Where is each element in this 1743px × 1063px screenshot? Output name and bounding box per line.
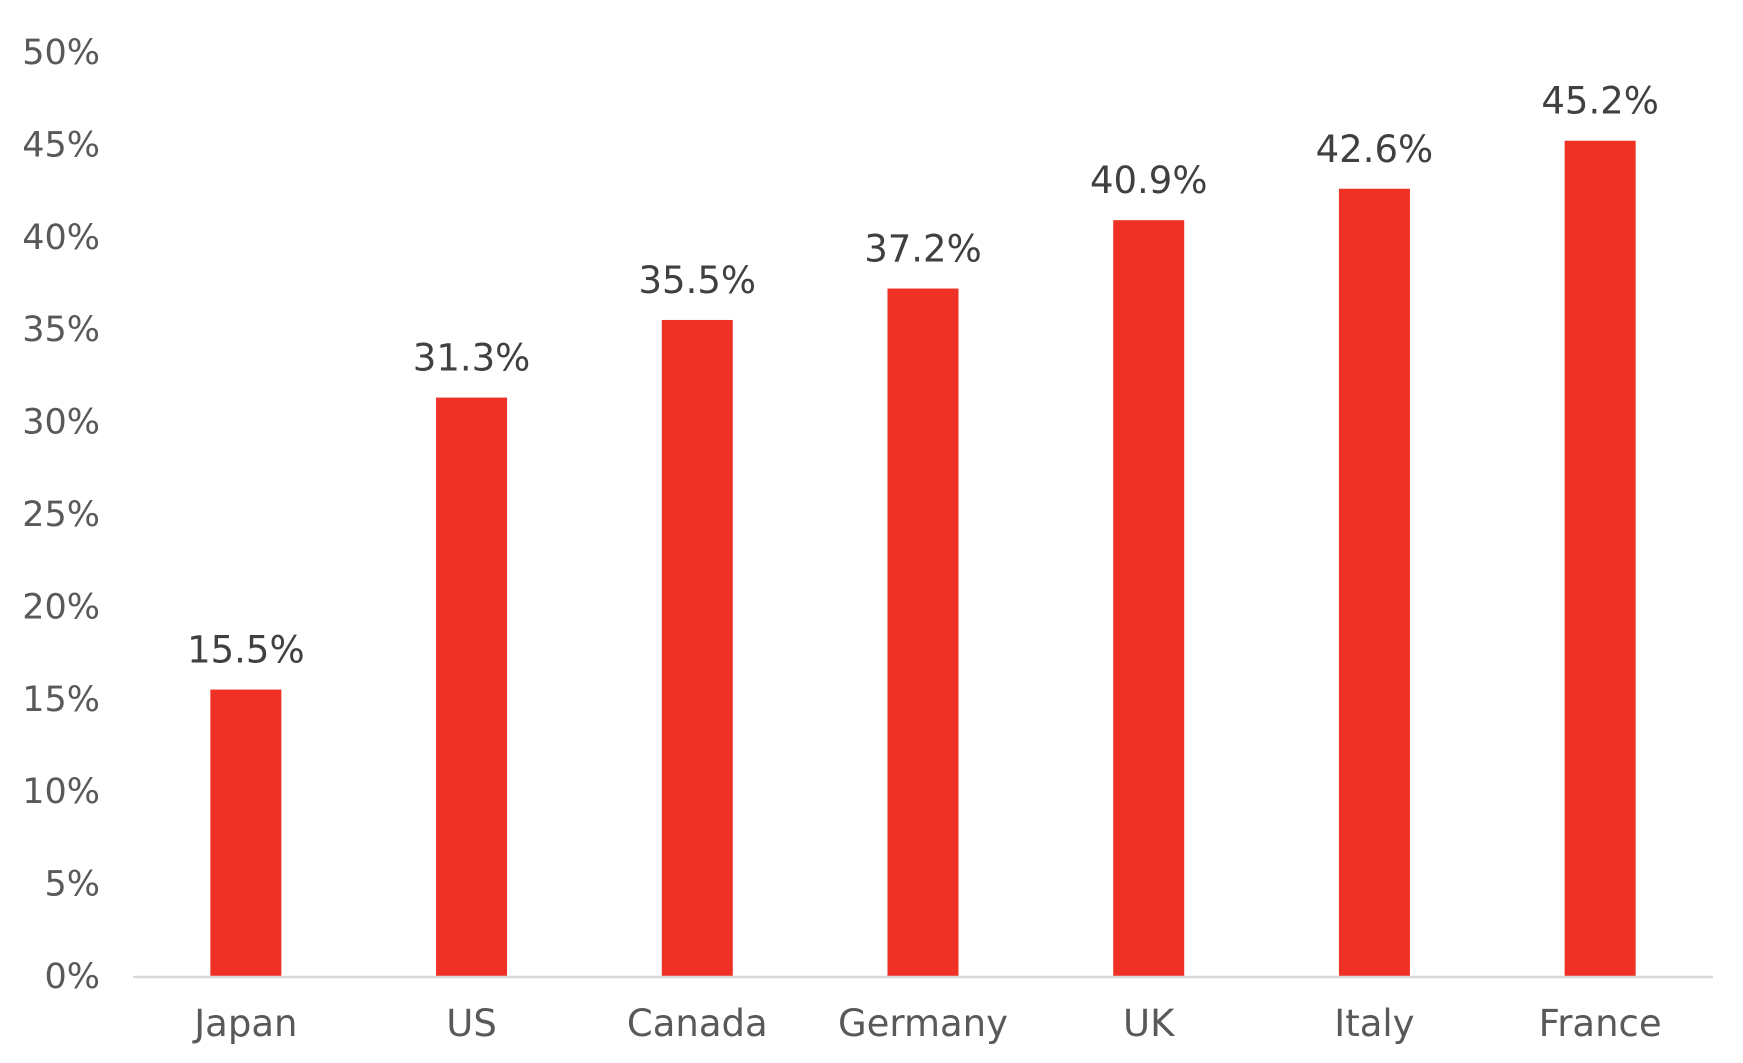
x-tick-label: US (446, 1002, 497, 1045)
bar (887, 288, 959, 976)
x-tick-label: Germany (838, 1002, 1008, 1045)
x-tick-label: France (1539, 1002, 1662, 1045)
bar (210, 689, 282, 976)
y-tick-label: 30% (22, 403, 100, 443)
bars (210, 140, 1636, 977)
data-label: 45.2% (1541, 80, 1659, 123)
y-tick-label: 10% (22, 772, 100, 812)
y-tick-label: 15% (22, 680, 100, 720)
bar (1338, 188, 1410, 976)
data-labels: 15.5% 31.3% 35.5% 37.2% 40.9% 42.6% 45.2% (187, 80, 1659, 672)
data-label: 35.5% (639, 259, 757, 302)
data-label: 15.5% (187, 629, 305, 672)
x-axis-tick-labels: Japan US Canada Germany UK Italy France (192, 1002, 1661, 1045)
data-label: 42.6% (1316, 128, 1434, 171)
bar (1564, 140, 1636, 977)
bar (1113, 220, 1185, 977)
x-tick-label: Italy (1334, 1002, 1414, 1045)
y-tick-label: 5% (44, 865, 100, 905)
x-tick-label: Canada (627, 1002, 768, 1045)
y-tick-label: 35% (22, 310, 100, 350)
y-tick-label: 25% (22, 495, 100, 535)
y-tick-label: 40% (22, 218, 100, 258)
x-tick-label: Japan (192, 1002, 297, 1045)
y-tick-label: 0% (44, 957, 100, 997)
y-axis-tick-labels: 0% 5% 10% 15% 20% 25% 30% 35% 40% 45% 50% (22, 33, 100, 997)
y-tick-label: 20% (22, 587, 100, 627)
x-tick-label: UK (1123, 1002, 1176, 1045)
data-label: 31.3% (413, 337, 531, 380)
y-tick-label: 45% (22, 125, 100, 165)
data-label: 37.2% (864, 228, 982, 271)
bar (436, 397, 508, 976)
y-tick-label: 50% (22, 33, 100, 73)
data-label: 40.9% (1090, 159, 1208, 202)
bar (661, 319, 733, 977)
